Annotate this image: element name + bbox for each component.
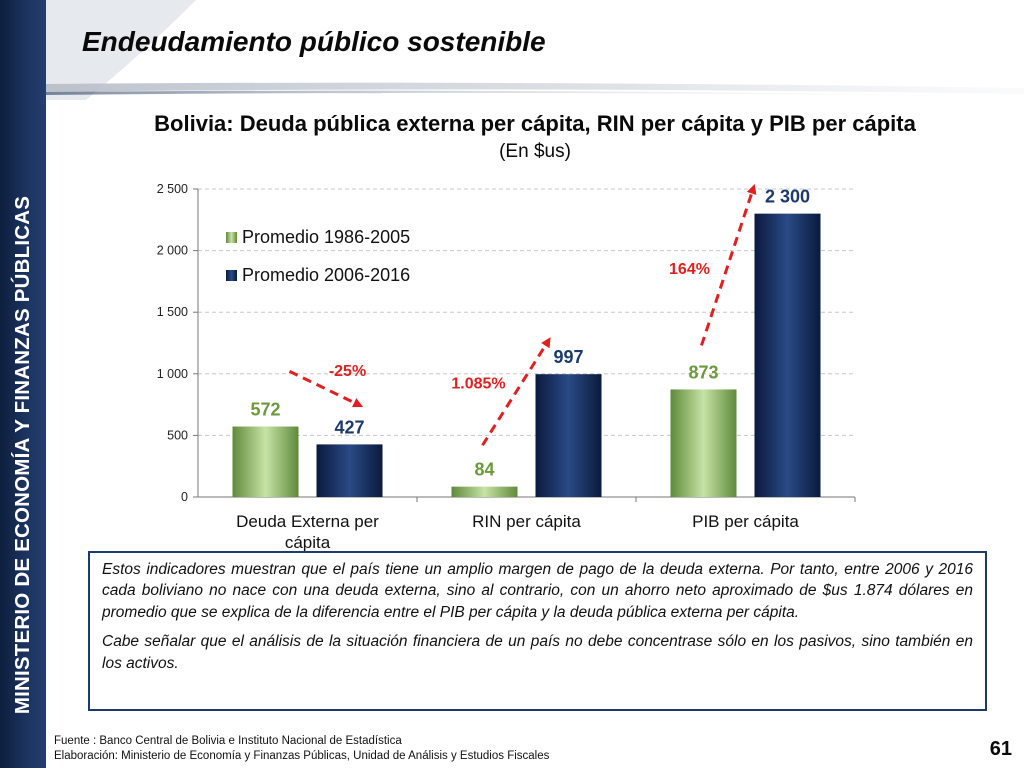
bar-early [232, 426, 299, 497]
y-tick-label: 1 500 [157, 305, 188, 319]
legend-swatch [226, 270, 237, 281]
bar-value-label: 427 [334, 417, 364, 437]
chart-subtitle: (En $us) [499, 141, 571, 162]
bar-early [451, 486, 518, 497]
footer-source: Fuente : Banco Central de Bolivia e Inst… [54, 735, 402, 747]
y-tick-label: 2 500 [157, 182, 188, 196]
page-number: 61 [989, 738, 1012, 760]
bar-recent [535, 374, 602, 497]
note-paragraph-1: Estos indicadores muestran que el país t… [102, 561, 973, 621]
sidebar: MINISTERIO DE ECONOMÍA Y FINANZAS PÚBLIC… [0, 0, 46, 768]
change-label: -25% [329, 363, 366, 380]
bar-recent [316, 444, 383, 497]
bar-value-label: 997 [553, 347, 583, 367]
bar-value-label: 572 [250, 400, 280, 420]
y-tick-label: 0 [181, 490, 188, 504]
x-tick-label: PIB per cápita [692, 512, 799, 531]
bar-early [670, 389, 737, 497]
change-arrow [700, 183, 757, 346]
bar-value-label: 873 [688, 362, 718, 382]
chart-title: Bolivia: Deuda pública externa per cápit… [154, 111, 916, 136]
y-tick-label: 1 000 [157, 367, 188, 381]
change-label: 164% [669, 261, 710, 278]
change-arrow [481, 337, 551, 447]
slide-title: Endeudamiento público sostenible [82, 26, 546, 57]
change-label: 1.085% [451, 376, 505, 393]
header-swoosh [46, 0, 1024, 100]
change-arrow [288, 369, 364, 408]
bar-value-label: 84 [474, 460, 494, 480]
x-tick-label: Deuda Externa per cápita [236, 512, 379, 552]
y-tick-label: 2 000 [157, 244, 188, 258]
legend-swatch [226, 232, 237, 243]
x-tick-label: RIN per cápita [472, 512, 581, 531]
note-paragraph-2: Cabe señalar que el análisis de la situa… [102, 633, 973, 672]
legend-label: Promedio 1986-2005 [242, 227, 410, 247]
footer-elaboration: Elaboración: Ministerio de Economía y Fi… [54, 750, 550, 763]
footer: Fuente : Banco Central de Bolivia e Inst… [54, 734, 549, 765]
y-tick-label: 500 [167, 428, 188, 442]
legend-label: Promedio 2006-2016 [242, 265, 410, 285]
explanation-note: Estos indicadores muestran que el país t… [88, 551, 987, 711]
bar-value-label: 2 300 [765, 187, 810, 207]
bar-chart: 0 500 1 000 1 500 2 000 2 500 Deuda Externa p… [157, 182, 856, 552]
bar-recent [754, 213, 821, 497]
